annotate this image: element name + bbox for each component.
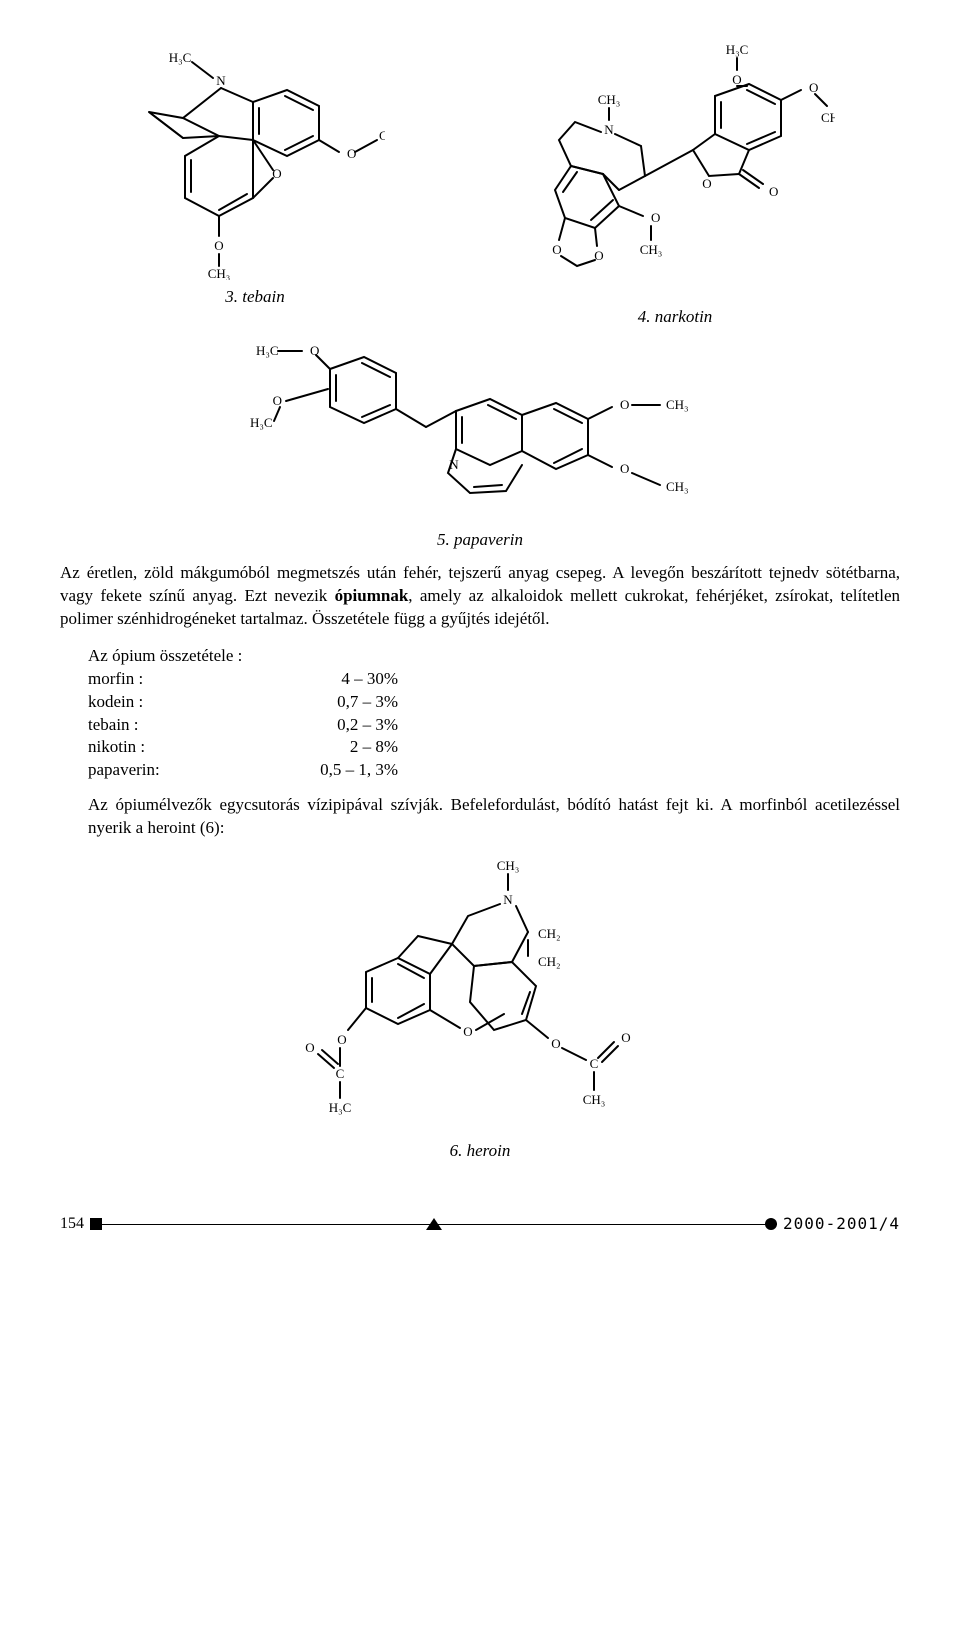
paragraph-2: Az ópiumélvezők egycsutorás vízipipával …	[88, 794, 900, 840]
comp-row: papaverin: 0,5 – 1, 3%	[88, 759, 900, 782]
svg-text:CH₃: CH₃	[379, 128, 385, 143]
svg-text:H₃C: H₃C	[726, 42, 749, 57]
comp-row: morfin : 4 – 30%	[88, 668, 900, 691]
structure-heroin: CH₃ N CH₂ CH₂ O	[290, 854, 670, 1134]
figure-papaverin: H₃C O O H₃C N	[220, 333, 740, 552]
svg-text:N: N	[503, 892, 513, 907]
svg-text:H₃C: H₃C	[256, 343, 279, 358]
svg-text:CH₃: CH₃	[821, 110, 835, 125]
svg-text:CH₃: CH₃	[208, 266, 231, 280]
figure-row-1: H₃C N O CH₃ O	[60, 40, 900, 329]
svg-text:CH₃: CH₃	[666, 397, 689, 412]
caption-heroin: 6. heroin	[290, 1140, 670, 1163]
svg-text:O: O	[769, 184, 778, 199]
svg-text:O: O	[273, 393, 282, 408]
svg-text:O: O	[621, 1030, 630, 1045]
svg-text:H₃C: H₃C	[329, 1100, 352, 1115]
svg-text:O: O	[732, 72, 741, 87]
comp-row: nikotin : 2 – 8%	[88, 736, 900, 759]
composition-list: Az ópium összetétele : morfin : 4 – 30% …	[88, 645, 900, 783]
structure-tebain: H₃C N O CH₃ O	[125, 40, 385, 280]
svg-text:H₃C: H₃C	[169, 50, 192, 65]
svg-text:O: O	[552, 242, 561, 257]
comp-label: nikotin :	[88, 736, 278, 759]
svg-text:O: O	[463, 1024, 472, 1039]
svg-text:CH₃: CH₃	[598, 92, 621, 107]
caption-narkotin: 4. narkotin	[515, 306, 835, 329]
svg-text:N: N	[216, 73, 226, 88]
svg-text:CH₃: CH₃	[640, 242, 663, 257]
svg-text:CH₂: CH₂	[538, 954, 561, 969]
issue-label: 2000-2001/4	[783, 1213, 900, 1235]
svg-text:O: O	[347, 146, 356, 161]
comp-value: 0,2 – 3%	[278, 714, 398, 737]
comp-label: morfin :	[88, 668, 278, 691]
figure-row-2: H₃C O O H₃C N	[60, 333, 900, 552]
svg-text:CH₃: CH₃	[666, 479, 689, 494]
para1-bold: ópiumnak	[335, 586, 409, 605]
comp-label: tebain :	[88, 714, 278, 737]
comp-value: 2 – 8%	[278, 736, 398, 759]
svg-text:O: O	[651, 210, 660, 225]
figure-tebain: H₃C N O CH₃ O	[125, 40, 385, 309]
comp-value: 0,7 – 3%	[278, 691, 398, 714]
svg-text:O: O	[702, 176, 711, 191]
svg-text:CH₂: CH₂	[538, 926, 561, 941]
svg-text:O: O	[214, 238, 223, 253]
svg-text:H₃C: H₃C	[250, 415, 273, 430]
svg-text:N: N	[604, 122, 614, 137]
figure-row-3: CH₃ N CH₂ CH₂ O	[60, 854, 900, 1163]
paragraph-1: Az éretlen, zöld mákgumóból megmetszés u…	[60, 562, 900, 631]
svg-text:O: O	[620, 397, 629, 412]
page-footer: 154 2000-2001/4	[60, 1213, 900, 1235]
footer-ornament	[90, 1218, 777, 1230]
comp-value: 0,5 – 1, 3%	[278, 759, 398, 782]
figure-narkotin: H₃C O O CH₃ O O	[515, 40, 835, 329]
svg-text:CH₃: CH₃	[583, 1092, 606, 1107]
svg-text:O: O	[305, 1040, 314, 1055]
comp-title: Az ópium összetétele :	[88, 645, 278, 668]
structure-papaverin: H₃C O O H₃C N	[220, 333, 740, 523]
svg-text:C: C	[336, 1066, 345, 1081]
caption-tebain: 3. tebain	[125, 286, 385, 309]
svg-text:O: O	[551, 1036, 560, 1051]
figure-heroin: CH₃ N CH₂ CH₂ O	[290, 854, 670, 1163]
svg-text:O: O	[620, 461, 629, 476]
page-number: 154	[60, 1213, 84, 1235]
svg-text:CH₃: CH₃	[497, 858, 520, 873]
comp-row: tebain : 0,2 – 3%	[88, 714, 900, 737]
comp-row: kodein : 0,7 – 3%	[88, 691, 900, 714]
structure-narkotin: H₃C O O CH₃ O O	[515, 40, 835, 300]
svg-text:O: O	[272, 166, 281, 181]
svg-text:O: O	[594, 248, 603, 263]
comp-value: 4 – 30%	[278, 668, 398, 691]
caption-papaverin: 5. papaverin	[220, 529, 740, 552]
svg-text:O: O	[337, 1032, 346, 1047]
comp-label: papaverin:	[88, 759, 278, 782]
svg-text:O: O	[809, 80, 818, 95]
comp-label: kodein :	[88, 691, 278, 714]
